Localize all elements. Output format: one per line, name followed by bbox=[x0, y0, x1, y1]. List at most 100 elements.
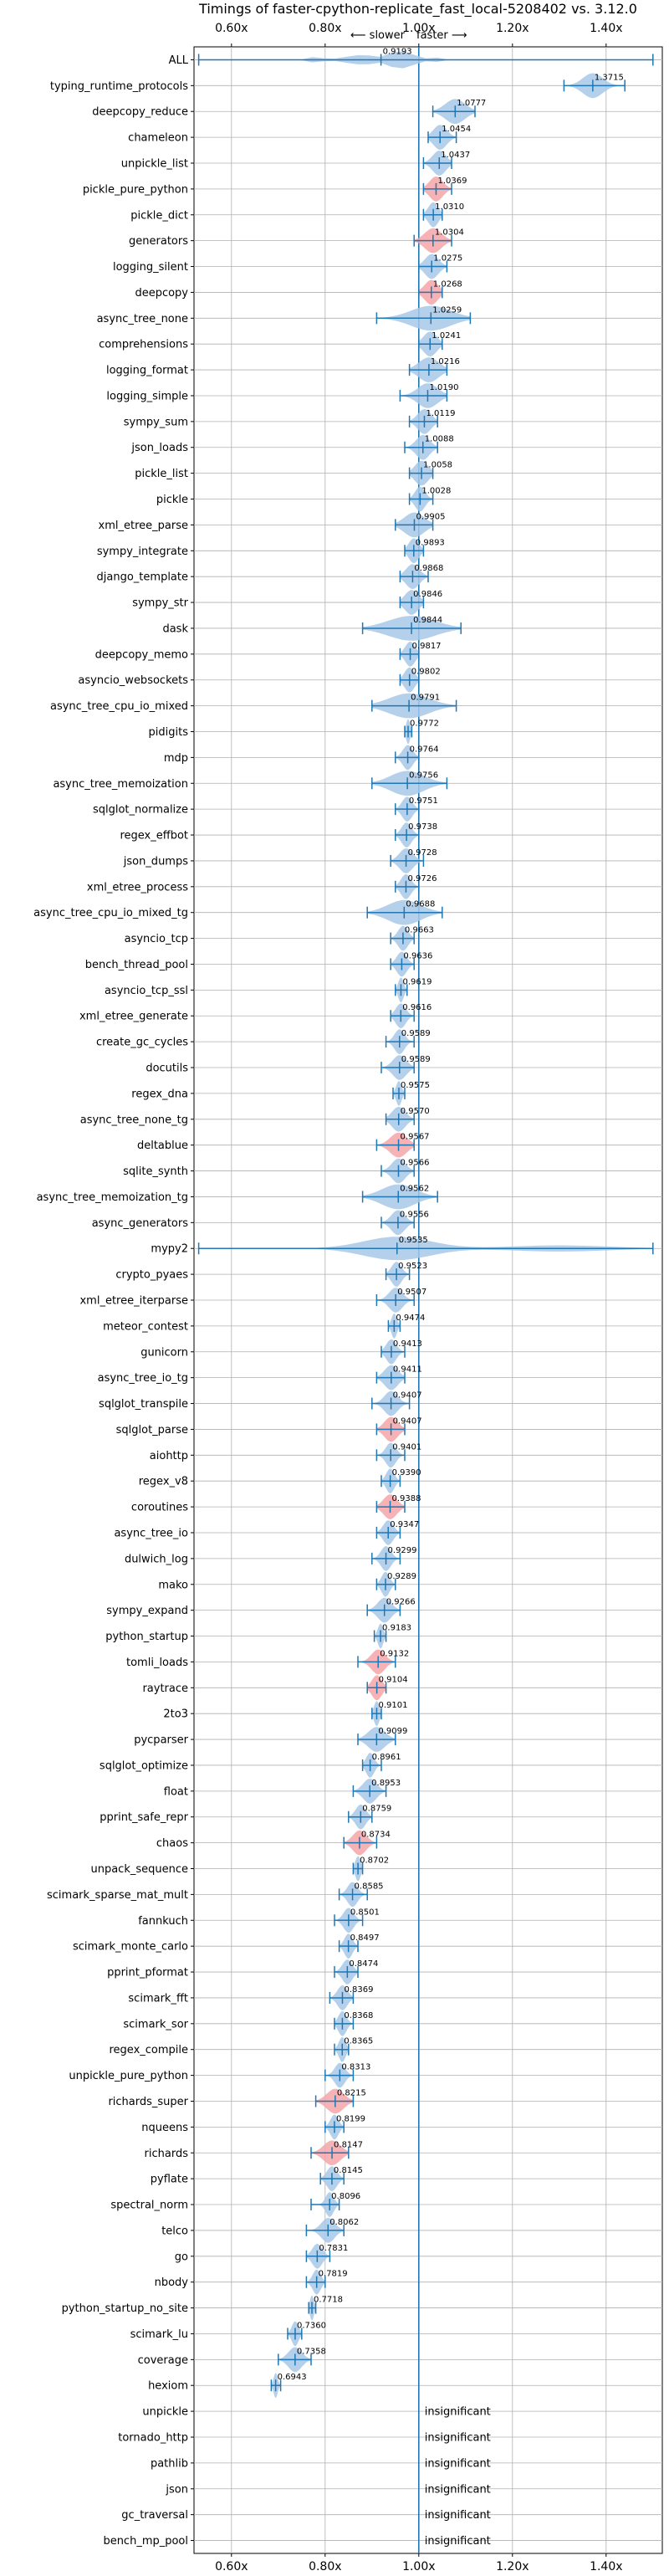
category-label: python_startup_no_site bbox=[62, 2302, 188, 2315]
category-label: pprint_pformat bbox=[107, 1967, 188, 1979]
value-label: 0.8096 bbox=[331, 2192, 360, 2201]
category-label: logging_simple bbox=[106, 390, 188, 402]
value-label: 1.0275 bbox=[433, 254, 462, 264]
category-label: deltablue bbox=[137, 1139, 188, 1152]
value-label: 0.9104 bbox=[379, 1675, 408, 1684]
value-label: 0.9846 bbox=[413, 590, 442, 599]
category-label: xml_etree_process bbox=[87, 881, 188, 894]
value-label: 1.0119 bbox=[426, 409, 455, 418]
x-tick-label-top: 0.80x bbox=[309, 22, 341, 35]
value-label: 0.9474 bbox=[396, 1314, 425, 1323]
value-label: 1.0777 bbox=[457, 99, 486, 108]
value-label: 1.0304 bbox=[435, 228, 464, 238]
direction-slower-label: ⟵ slower bbox=[350, 29, 406, 42]
category-label: chameleon bbox=[128, 132, 188, 145]
value-label: 0.9751 bbox=[409, 796, 438, 806]
category-label: typing_runtime_protocols bbox=[50, 80, 188, 93]
value-label: 0.7718 bbox=[314, 2296, 343, 2305]
value-label: 0.9893 bbox=[416, 538, 445, 547]
value-label: 0.9411 bbox=[393, 1365, 422, 1375]
x-tick-label-bottom: 1.20x bbox=[496, 2560, 529, 2573]
value-label: 0.9738 bbox=[408, 822, 437, 832]
category-label: dulwich_log bbox=[125, 1553, 188, 1565]
category-label: bench_mp_pool bbox=[103, 2535, 188, 2548]
insignificant-label: insignificant bbox=[425, 2483, 491, 2496]
category-label: sqlglot_transpile bbox=[99, 1398, 188, 1411]
category-label: regex_compile bbox=[109, 2044, 188, 2056]
category-label: deepcopy_reduce bbox=[92, 106, 188, 119]
value-label: 0.8497 bbox=[350, 1933, 380, 1943]
category-label: crypto_pyaes bbox=[115, 1269, 188, 1282]
value-label: 1.3715 bbox=[595, 73, 624, 82]
category-label: sqlite_synth bbox=[123, 1165, 188, 1178]
category-label: gunicorn bbox=[140, 1346, 188, 1359]
value-label: 1.0088 bbox=[425, 435, 454, 444]
category-label: django_template bbox=[97, 571, 188, 584]
value-label: 0.7831 bbox=[319, 2244, 348, 2253]
value-label: 0.8215 bbox=[337, 2088, 366, 2097]
category-label: asyncio_tcp_ssl bbox=[105, 985, 188, 997]
category-label: sympy_sum bbox=[124, 416, 188, 428]
category-label: ALL bbox=[169, 54, 189, 67]
category-label: mdp bbox=[164, 752, 188, 765]
value-label: 1.0268 bbox=[433, 279, 462, 289]
value-label: 0.9407 bbox=[393, 1416, 422, 1426]
value-label: 0.9844 bbox=[413, 616, 442, 625]
x-tick-label-top: 1.40x bbox=[590, 22, 622, 35]
value-label: 0.9193 bbox=[383, 47, 412, 56]
insignificant-label: insignificant bbox=[425, 2535, 491, 2548]
category-label: xml_etree_parse bbox=[99, 520, 188, 532]
x-tick-label-bottom: 1.40x bbox=[590, 2560, 622, 2573]
value-label: 0.9535 bbox=[399, 1236, 428, 1245]
value-label: 0.8734 bbox=[361, 1831, 391, 1840]
category-label: aiohttp bbox=[150, 1450, 188, 1462]
value-label: 0.8147 bbox=[334, 2140, 363, 2149]
value-label: 0.9401 bbox=[392, 1442, 421, 1452]
category-label: json_dumps bbox=[123, 855, 188, 868]
insignificant-label: insignificant bbox=[425, 2509, 491, 2522]
category-label: sqlglot_normalize bbox=[93, 804, 188, 817]
category-label: deepcopy_memo bbox=[95, 648, 188, 661]
value-label: 0.9567 bbox=[401, 1133, 430, 1142]
category-label: pyflate bbox=[151, 2174, 188, 2186]
x-tick-label-top: 0.60x bbox=[215, 22, 248, 35]
category-label: sqlglot_parse bbox=[116, 1424, 188, 1437]
category-label: async_tree_cpu_io_mixed_tg bbox=[33, 907, 188, 919]
direction-faster-label: faster ⟶ bbox=[416, 29, 467, 42]
category-label: xml_etree_iterparse bbox=[79, 1295, 188, 1308]
value-label: 0.8961 bbox=[372, 1753, 401, 1762]
value-label: 1.0028 bbox=[421, 487, 451, 496]
category-label: unpickle_list bbox=[121, 157, 188, 170]
x-tick-label-top: 1.20x bbox=[496, 22, 529, 35]
value-label: 1.0058 bbox=[423, 461, 452, 470]
value-label: 0.8313 bbox=[341, 2063, 370, 2072]
category-label: pickle_pure_python bbox=[83, 183, 188, 196]
category-label: unpickle_pure_python bbox=[69, 2070, 188, 2082]
value-label: 1.0310 bbox=[435, 202, 464, 212]
value-label: 0.9562 bbox=[400, 1184, 429, 1193]
category-label: scimark_monte_carlo bbox=[73, 1941, 188, 1954]
chart-title: Timings of faster-cpython-replicate_fast… bbox=[198, 1, 637, 18]
value-label: 0.9101 bbox=[378, 1701, 407, 1710]
category-label: bench_thread_pool bbox=[85, 959, 188, 971]
value-label: 0.8759 bbox=[362, 1805, 391, 1814]
category-label: 2to3 bbox=[163, 1708, 188, 1721]
category-label: asyncio_websockets bbox=[78, 674, 188, 687]
value-label: 0.9764 bbox=[410, 745, 439, 754]
value-label: 0.8145 bbox=[334, 2166, 363, 2175]
value-label: 0.8365 bbox=[344, 2037, 373, 2046]
value-label: 1.0259 bbox=[432, 305, 462, 315]
category-label: pickle_list bbox=[135, 468, 188, 480]
value-label: 0.8474 bbox=[349, 1959, 378, 1969]
value-label: 0.7819 bbox=[319, 2270, 348, 2279]
category-label: tomli_loads bbox=[126, 1657, 188, 1669]
category-label: pprint_safe_repr bbox=[100, 1811, 188, 1824]
value-label: 0.8369 bbox=[344, 1985, 373, 1995]
category-label: coverage bbox=[138, 2354, 188, 2367]
value-label: 0.9570 bbox=[401, 1107, 430, 1116]
category-label: async_tree_none bbox=[97, 313, 188, 325]
category-label: scimark_sparse_mat_mult bbox=[47, 1889, 188, 1902]
category-label: raytrace bbox=[142, 1682, 188, 1695]
value-label: 0.9905 bbox=[416, 512, 445, 521]
